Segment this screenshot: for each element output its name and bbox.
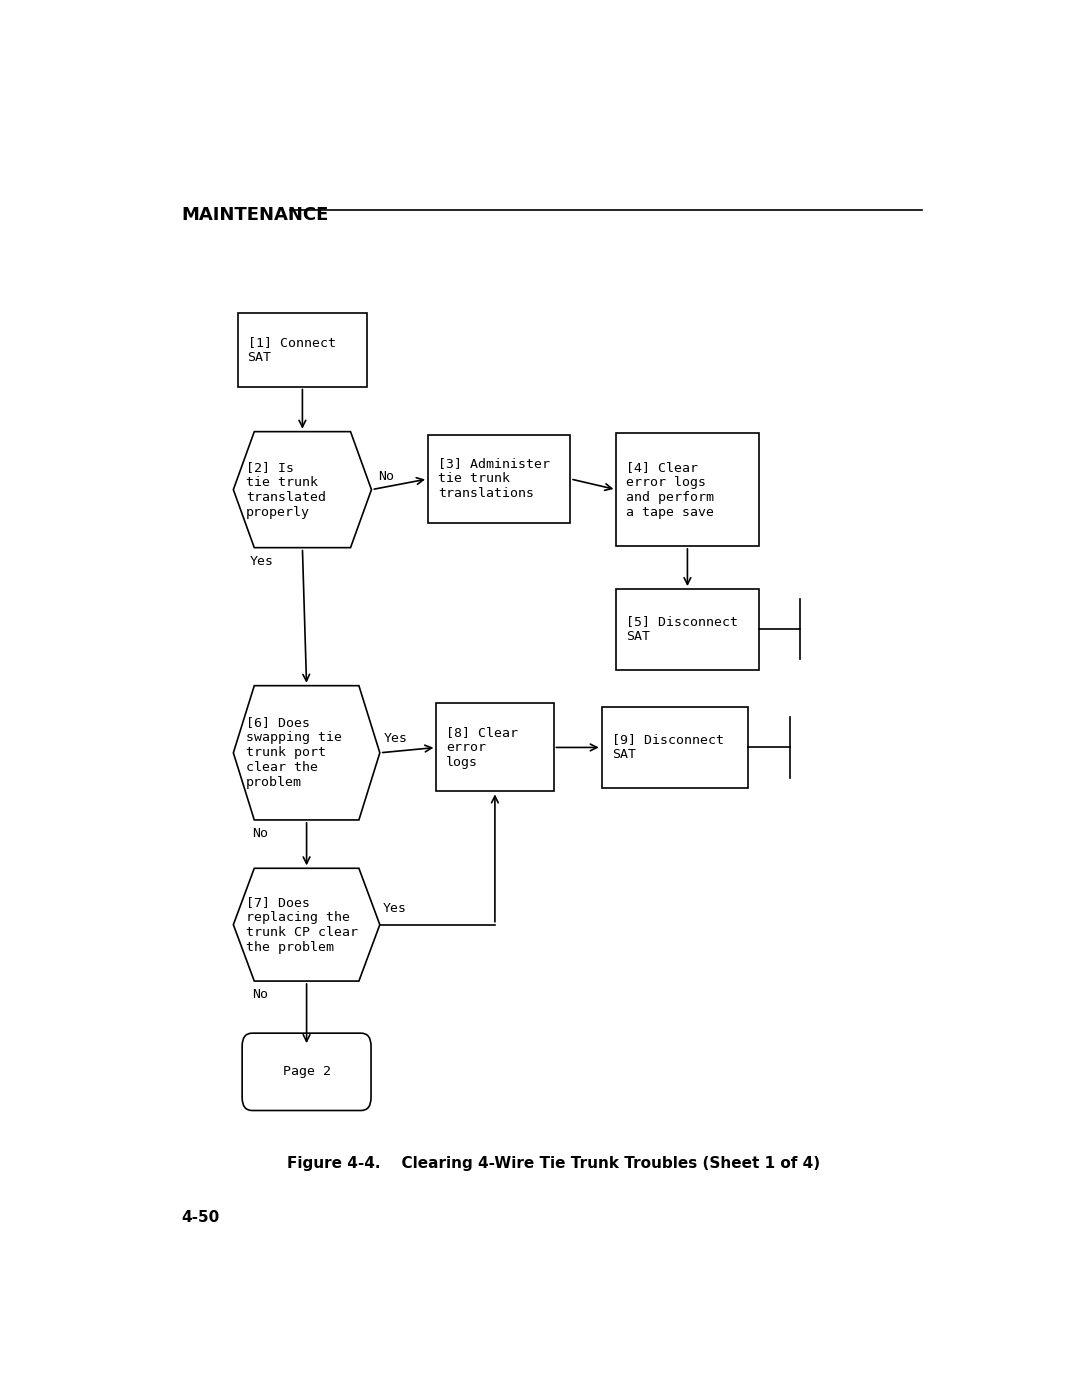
- Polygon shape: [233, 686, 380, 820]
- Text: [6] Does
swapping tie
trunk port
clear the
problem: [6] Does swapping tie trunk port clear t…: [246, 716, 342, 790]
- Text: [9] Disconnect
SAT: [9] Disconnect SAT: [611, 734, 724, 762]
- Text: Figure 4-4.    Clearing 4-Wire Tie Trunk Troubles (Sheet 1 of 4): Figure 4-4. Clearing 4-Wire Tie Trunk Tr…: [287, 1155, 820, 1170]
- Text: MAINTENANCE: MAINTENANCE: [181, 206, 328, 225]
- Text: No: No: [378, 470, 394, 483]
- Text: Page 2: Page 2: [283, 1066, 330, 1078]
- Text: Yes: Yes: [383, 901, 407, 915]
- Text: No: No: [252, 988, 268, 1002]
- Text: [8] Clear
error
logs: [8] Clear error logs: [446, 725, 518, 769]
- Polygon shape: [233, 868, 380, 981]
- Text: [3] Administer
tie trunk
translations: [3] Administer tie trunk translations: [438, 458, 550, 501]
- Text: Yes: Yes: [384, 732, 408, 745]
- Text: 4-50: 4-50: [181, 1211, 219, 1225]
- Text: [1] Connect
SAT: [1] Connect SAT: [247, 336, 336, 364]
- Bar: [436, 703, 554, 791]
- Bar: [617, 434, 758, 545]
- Text: No: No: [252, 827, 268, 840]
- Text: [7] Does
replacing the
trunk CP clear
the problem: [7] Does replacing the trunk CP clear th…: [246, 896, 357, 954]
- Text: Yes: Yes: [251, 555, 274, 568]
- Bar: [602, 707, 748, 788]
- Bar: [428, 435, 570, 523]
- FancyBboxPatch shape: [242, 1034, 372, 1110]
- Text: [2] Is
tie trunk
translated
properly: [2] Is tie trunk translated properly: [246, 460, 326, 519]
- Text: [4] Clear
error logs
and perform
a tape save: [4] Clear error logs and perform a tape …: [626, 460, 714, 519]
- Polygon shape: [233, 431, 372, 548]
- Bar: [238, 314, 367, 386]
- Bar: [617, 589, 758, 670]
- Text: [5] Disconnect
SAT: [5] Disconnect SAT: [626, 615, 739, 643]
